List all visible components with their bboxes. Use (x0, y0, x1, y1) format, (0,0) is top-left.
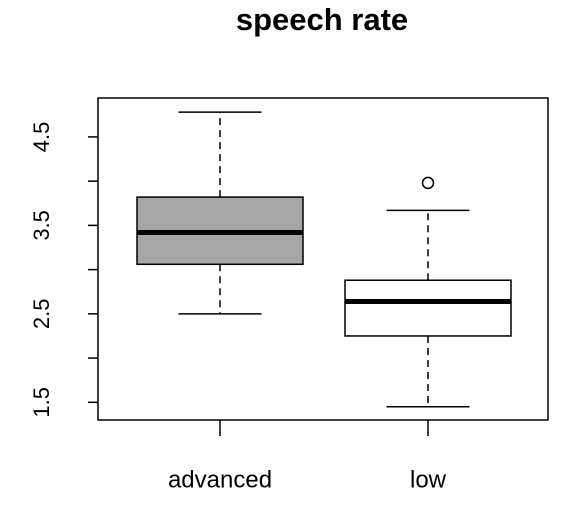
x-tick-label: low (410, 466, 447, 493)
box (344, 279, 512, 337)
y-tick-label: 2.5 (29, 299, 54, 330)
outlier (421, 176, 435, 190)
y-tick-label: 3.5 (29, 210, 54, 241)
x-tick-label: advanced (168, 466, 272, 493)
chart-title: speech rate (236, 2, 408, 37)
y-tick-label: 4.5 (29, 122, 54, 153)
plot-frame (97, 97, 549, 421)
y-tick-label: 1.5 (29, 387, 54, 418)
